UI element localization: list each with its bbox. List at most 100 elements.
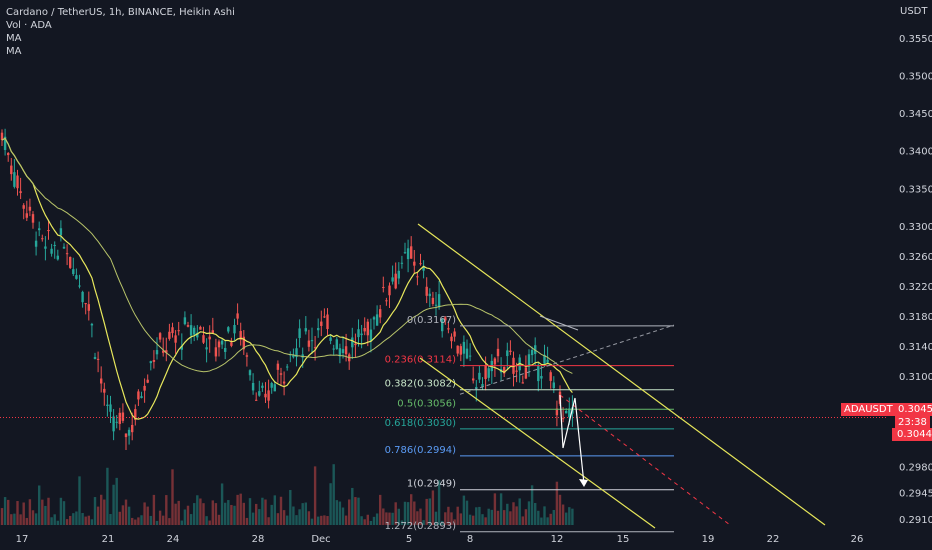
legend-volume: Vol · ADA [6,20,52,31]
candle-body [555,408,559,416]
volume-bar [236,494,239,525]
volume-bar [561,504,565,525]
volume-bar [310,518,314,525]
volume-bar [100,494,103,525]
candle-body [16,175,19,189]
candle-body [354,343,357,346]
time-tick-label: 8 [467,534,473,545]
volume-bar [453,519,456,525]
candle-body [385,300,388,302]
volume-bar [230,504,233,525]
volume-bar [47,497,50,525]
time-tick-label: 17 [16,534,29,545]
volume-bar [165,495,168,525]
volume-bar [540,517,543,525]
volume-bar [199,498,202,525]
candle-body [360,333,363,336]
volume-bar [555,481,559,525]
volume-bar [478,506,481,525]
candle-body [304,328,307,332]
volume-bar [53,514,56,525]
volume-bar [106,467,109,525]
candle-body [394,273,397,289]
volume-bar [289,490,292,525]
candle-body [19,191,22,194]
candle-body [264,393,267,398]
volume-bar [131,517,134,525]
fib-level-label: 0.786(0.2994) [385,445,457,456]
candle-body [379,309,382,318]
candle-body [106,404,109,406]
candle-body [561,418,565,420]
volume-bar [506,503,509,525]
volume-bar [484,517,487,525]
candle-body [25,213,28,218]
volume-bar [499,493,503,525]
volume-bar [10,514,13,525]
time-tick-label: 15 [617,534,630,545]
volume-bar [273,495,276,525]
candle-body [478,372,481,380]
legend-ma-1: MA [6,33,22,44]
volume-bar [13,513,16,525]
volume-bar [93,497,97,525]
candle-body [261,385,264,388]
volume-bar [366,514,369,525]
legend-ma-2: MA [6,46,22,57]
volume-bar [298,509,301,525]
volume-bar [468,514,472,525]
candle-body [431,297,435,304]
volume-bar [413,501,416,525]
volume-bar [118,511,121,525]
volume-bar [34,513,38,525]
candle-body [50,248,53,254]
price-tick-label: 0.2910 [899,515,932,526]
candle-body [245,355,249,357]
volume-bar [224,502,227,525]
price-axis-currency: USDT [900,6,928,17]
volume-bar [186,505,190,525]
candle-body [96,358,100,360]
volume-bar [372,516,376,525]
volume-bar [512,502,515,525]
candle-body [146,379,149,383]
candle-body [344,346,348,355]
candle-body [87,304,90,311]
candle-body [363,327,366,332]
volume-bar [527,501,531,525]
candle-body [549,372,552,381]
volume-bar [112,484,115,525]
fib-level-label: 1.272(0.2893) [385,521,457,532]
volume-bar [388,512,391,525]
candle-body [75,275,78,279]
time-tick-label: 24 [167,534,180,545]
volume-bar [341,507,345,525]
volume-bar [571,508,574,525]
candle-body [34,240,38,247]
volume-bar [419,508,422,525]
volume-bar [19,514,22,525]
time-tick-label: 21 [102,534,115,545]
candle-body [189,325,193,336]
time-tick-label: 26 [851,534,864,545]
channel-lower-line [419,357,656,529]
candle-body [93,357,97,359]
candle-body [298,328,301,338]
ticker-symbol-badge: ADAUSDT [841,403,896,416]
volume-bar [493,493,497,525]
volume-bar [447,506,450,525]
candle-body [44,246,47,249]
candle-body [158,333,162,340]
ticker-price-badge: 0.3045 [895,403,932,416]
volume-bar [103,499,106,525]
price-tick-label: 0.2980 [899,462,932,473]
volume-bar [115,477,118,525]
volume-bar [487,508,490,525]
price-tick-label: 0.2945 [899,489,932,500]
candle-body [174,335,177,343]
candle-body [565,410,568,414]
volume-bar [524,509,528,525]
volume-bar [397,508,400,525]
volume-bar [0,508,4,525]
